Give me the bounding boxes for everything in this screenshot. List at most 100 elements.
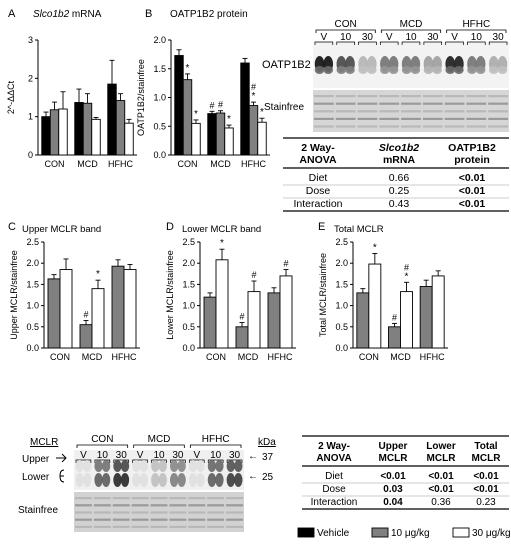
chart-a-slco1b2-mrna: 0 1 2 3 2^-ΔΔCt CON MCD HFHC bbox=[6, 35, 137, 169]
chart-d-x-tick-label-hfhc: HFHC bbox=[268, 352, 293, 362]
blot-bottom-stainfree-label: Stainfree bbox=[18, 505, 58, 516]
chart-b-significance-marker: * bbox=[260, 107, 264, 118]
blot-stainfree-band bbox=[488, 125, 508, 128]
blot-stainfree-band bbox=[131, 511, 149, 514]
blot-stainfree-band bbox=[379, 95, 400, 98]
blot-stainfree-band bbox=[444, 117, 465, 120]
chart-c-upper-mclr: 0.0 0.5 1.0 1.5 2.0 2.5 Upper MCLR/stainfree Up… bbox=[9, 224, 140, 362]
chart-c-y-tick-label: 1.5 bbox=[26, 279, 39, 289]
panel-letter-d: D bbox=[166, 221, 174, 233]
chart-a-bar-hfhc-30-g-kg bbox=[124, 122, 134, 156]
chart-e-x-tick-label-hfhc: HFHC bbox=[420, 352, 445, 362]
chart-a-bar-con-vehicle bbox=[41, 116, 51, 156]
blot-group-label-mcd: MCD bbox=[400, 19, 423, 30]
chart-e-significance-marker: * bbox=[405, 271, 409, 282]
blot-band bbox=[475, 66, 486, 74]
anova-header-cell: 2 Way- bbox=[318, 441, 350, 452]
blot-band bbox=[188, 460, 198, 472]
blot-lane-bracket bbox=[314, 41, 334, 45]
chart-b-significance-marker: * bbox=[194, 109, 198, 120]
blot-band bbox=[120, 460, 130, 472]
blot-stainfree-band bbox=[422, 125, 443, 128]
blot-stainfree-band bbox=[188, 511, 206, 514]
blot-lane-bracket bbox=[75, 459, 92, 463]
western-blot-mclr: MCLR Upper Lower kDa ← 37 ← 25 Stainfree… bbox=[18, 434, 276, 532]
blot-bottom-mclr-label: MCLR bbox=[30, 437, 58, 448]
blot-stainfree-band bbox=[226, 497, 243, 500]
chart-d-bar-con-10-g-kg bbox=[203, 296, 217, 349]
blot-band bbox=[177, 473, 186, 487]
panel-a-title-gene: Slco1b2 bbox=[33, 9, 70, 20]
legend-swatch-vehicle bbox=[297, 527, 315, 538]
blot-stainfree-band bbox=[226, 511, 243, 514]
anova-header-cell: protein bbox=[454, 154, 490, 166]
blot-stainfree-band bbox=[314, 125, 334, 128]
legend: Vehicle 10 μg/kg 30 μg/kg bbox=[297, 527, 511, 539]
blot-stainfree-band bbox=[488, 102, 508, 105]
blot-band bbox=[234, 473, 243, 487]
blot-stainfree-band bbox=[401, 102, 421, 105]
blot-band bbox=[169, 460, 179, 472]
chart-e-y-tick-label: 0.5 bbox=[335, 322, 348, 332]
blot-band bbox=[314, 66, 325, 74]
blot-stainfree-band bbox=[169, 504, 187, 507]
chart-e-bar-con-10-g-kg bbox=[356, 292, 370, 349]
blot-lane-bracket bbox=[423, 41, 443, 45]
blot-band bbox=[75, 460, 84, 472]
chart-c-x-tick-label-con: CON bbox=[50, 352, 70, 362]
blot-stainfree-band bbox=[150, 497, 168, 500]
blot-stainfree-band bbox=[401, 110, 421, 113]
chart-c-bar-con-30-g-kg bbox=[59, 269, 73, 349]
blot-band bbox=[432, 66, 442, 74]
chart-e-title: Total MCLR bbox=[334, 224, 384, 235]
anova-cell: 0.04 bbox=[383, 497, 403, 508]
blot-stainfree-band bbox=[335, 95, 356, 98]
blot-group-label-con: CON bbox=[335, 19, 357, 30]
blot-stainfree-band bbox=[422, 110, 443, 113]
blot-stainfree-band bbox=[466, 117, 487, 120]
blot-stainfree-band bbox=[357, 110, 378, 113]
blot-band bbox=[94, 473, 103, 487]
blot-lane-label-v: V bbox=[451, 32, 458, 43]
anova-row-label-dose: Dose bbox=[306, 185, 331, 197]
chart-b-y-tick-label: 2.0 bbox=[153, 35, 166, 45]
blot-band bbox=[358, 66, 368, 74]
chart-b-x-tick-label-con: CON bbox=[178, 159, 198, 169]
blot-stainfree-band bbox=[422, 102, 443, 105]
chart-d-lower-mclr: 0.0 0.5 1.0 1.5 2.0 2.5 Lower MCLR/stainfree Lo… bbox=[165, 224, 296, 362]
chart-d-significance-marker: # bbox=[239, 312, 244, 322]
blot-stainfree-band bbox=[207, 504, 225, 507]
anova-header-cell: MCLR bbox=[472, 453, 502, 464]
chart-c-bar-hfhc-30-g-kg bbox=[123, 269, 137, 349]
blot-lane-label-10: 10 bbox=[210, 450, 222, 461]
chart-b-bar-mcd-10-g-kg bbox=[215, 112, 226, 156]
blot-stainfree-band bbox=[357, 125, 378, 128]
chart-a-bar-mcd-vehicle bbox=[74, 102, 84, 156]
legend-swatch-10-g-kg bbox=[371, 527, 389, 538]
blot-top-protein-label: OATP1B2 bbox=[262, 59, 311, 71]
blot-band bbox=[423, 66, 434, 74]
blot-stainfree-band bbox=[444, 95, 465, 98]
blot-lane-label-v: V bbox=[80, 450, 87, 461]
blot-stainfree-band bbox=[93, 511, 111, 514]
blot-stainfree-band bbox=[379, 102, 400, 105]
chart-c-x-tick-label-hfhc: HFHC bbox=[112, 352, 137, 362]
blot-lane-bracket bbox=[226, 459, 243, 463]
chart-b-bar-con-30-g-kg bbox=[191, 122, 201, 156]
blot-band bbox=[158, 473, 167, 487]
blot-lane-bracket bbox=[467, 41, 486, 45]
blot-band bbox=[345, 66, 355, 74]
blot-stainfree-band bbox=[93, 497, 111, 500]
blot-band bbox=[215, 473, 224, 487]
blot-stainfree-band bbox=[207, 525, 225, 528]
blot-bottom-lower-bracket bbox=[59, 469, 65, 483]
chart-a-y-tick-label: 1 bbox=[28, 112, 33, 122]
chart-d-x-tick-label-mcd: MCD bbox=[238, 352, 259, 362]
chart-e-y-tick-label: 1.5 bbox=[335, 279, 348, 289]
blot-stainfree-band bbox=[226, 504, 243, 507]
blot-stainfree-band bbox=[112, 511, 130, 514]
chart-e-y-tick-label: 1.0 bbox=[335, 301, 348, 311]
blot-stainfree-band bbox=[169, 497, 187, 500]
blot-group-bracket bbox=[315, 29, 376, 33]
blot-band bbox=[139, 473, 149, 487]
